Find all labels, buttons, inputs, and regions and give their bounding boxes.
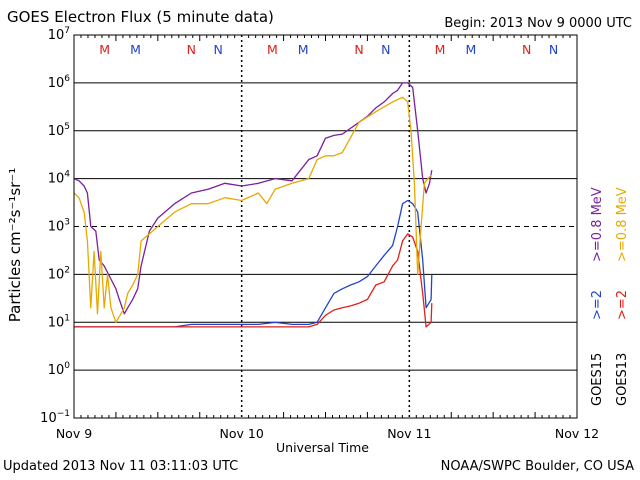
y-tick-label: 106	[48, 74, 71, 91]
marker-label: N	[522, 42, 531, 57]
y-tick-label: 100	[48, 361, 71, 378]
updated-time: Updated 2013 Nov 11 03:11:03 UTC	[3, 459, 239, 474]
marker-label: M	[298, 42, 309, 57]
legend-goes13-08mev: >=0.8 MeV	[615, 187, 630, 262]
y-tick-label: 104	[48, 170, 71, 187]
marker-label: M	[435, 42, 446, 57]
x-tick-labels: Nov 9 Nov 10 Nov 11 Nov 12	[56, 426, 599, 441]
x-tick-label: Nov 12	[555, 426, 599, 441]
series-line-1	[73, 82, 433, 315]
marker-label: M	[465, 42, 476, 57]
y-tick-label: 103	[48, 218, 70, 235]
x-tick-label: Nov 10	[220, 426, 264, 441]
begin-time: Begin: 2013 Nov 9 0000 UTC	[444, 16, 632, 31]
y-tick-label: 105	[48, 122, 70, 139]
chart-title: GOES Electron Flux (5 minute data)	[7, 8, 274, 26]
legend: GOES15 >=2 >=0.8 MeV GOES13 >=2 >=0.8 MeV	[590, 187, 630, 406]
plot-frame	[73, 34, 578, 419]
legend-goes13-2mev: >=2	[615, 290, 630, 320]
y-tick-label: 10−1	[40, 409, 70, 426]
legend-goes15-2mev: >=2	[590, 290, 605, 320]
series-line-3	[73, 96, 433, 323]
marker-label: N	[549, 42, 558, 57]
y-tick-label: 101	[48, 313, 70, 330]
credit-text: NOAA/SWPC Boulder, CO USA	[440, 459, 634, 474]
marker-label: N	[187, 42, 196, 57]
y-tick-labels: 10−1 100 101 102 103 104 105 106 107	[40, 26, 70, 426]
marker-label: N	[381, 42, 390, 57]
x-tick-label: Nov 11	[387, 426, 431, 441]
y-tick-label: 107	[48, 26, 70, 43]
marker-label: N	[214, 42, 223, 57]
series-line-2	[74, 233, 433, 328]
x-axis-label: Universal Time	[276, 440, 369, 455]
marker-label: M	[267, 42, 278, 57]
marker-label: M	[99, 42, 110, 57]
marker-label: N	[354, 42, 363, 57]
grid-lines	[74, 35, 577, 418]
marker-label: M	[130, 42, 141, 57]
y-axis-label: Particles cm⁻²s⁻¹sr⁻¹	[6, 168, 24, 322]
legend-goes15-08mev: >=0.8 MeV	[590, 187, 605, 262]
legend-group-goes13: GOES13	[615, 353, 630, 406]
x-tick-label: Nov 9	[56, 426, 92, 441]
legend-group-goes15: GOES15	[590, 353, 605, 406]
y-tick-label: 102	[48, 265, 70, 282]
series-lines	[73, 82, 433, 328]
